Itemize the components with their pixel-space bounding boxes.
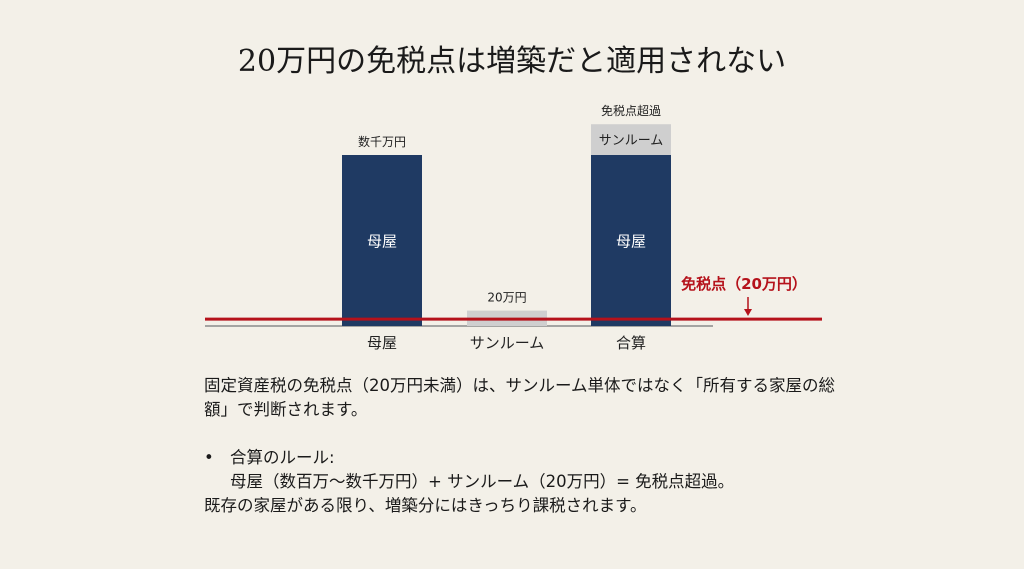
bar-inner-label: 母屋 (616, 233, 646, 251)
value-label: 免税点超過 (601, 103, 661, 118)
category-label: 母屋 (367, 334, 397, 352)
conclusion: 既存の家屋がある限り、増築分にはきっちり課税されます。 (204, 496, 647, 515)
arrow-head-icon (744, 309, 752, 316)
bar-main-house (591, 155, 671, 326)
value-label: 数千万円 (358, 134, 406, 149)
bar-inner-label: 母屋 (367, 233, 397, 251)
explanation-text: 固定資産税の免税点（20万円未満）は、サンルーム単体ではなく「所有する家屋の総額… (204, 374, 844, 518)
bullet-title: 合算のルール: (230, 448, 335, 467)
value-label: 20万円 (487, 291, 526, 305)
category-label: サンルーム (470, 334, 545, 352)
slide-title: 20万円の免税点は増築だと適用されない (237, 44, 787, 79)
bar-main-house (342, 155, 422, 326)
category-label: 合算 (616, 334, 646, 352)
bar-sunroom (591, 124, 671, 155)
bullet-text: 母屋（数百万〜数千万円）+ サンルーム（20万円）= 免税点超過。 (230, 472, 735, 491)
threshold-label: 免税点（20万円） (681, 275, 807, 293)
rule-bullet: • 合算のルール: 母屋（数百万〜数千万円）+ サンルーム（20万円）= 免税点… (204, 446, 844, 494)
bullet-dot: • (204, 448, 214, 467)
stack-inner-label: サンルーム (599, 134, 664, 149)
intro-paragraph: 固定資産税の免税点（20万円未満）は、サンルーム単体ではなく「所有する家屋の総額… (204, 376, 836, 419)
